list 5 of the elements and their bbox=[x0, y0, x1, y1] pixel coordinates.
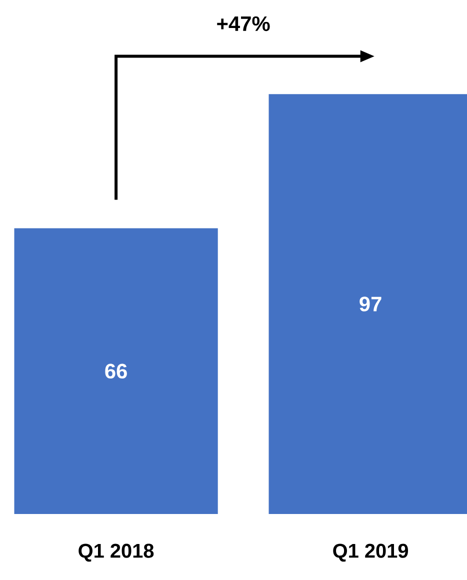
text: +47% bbox=[217, 16, 270, 32]
x-tick-label: Q1 2019 bbox=[333, 544, 408, 562]
x-tick-label: Q1 2018 bbox=[78, 544, 154, 562]
data-label: 97 bbox=[360, 296, 382, 312]
data-label: 66 bbox=[105, 364, 127, 379]
